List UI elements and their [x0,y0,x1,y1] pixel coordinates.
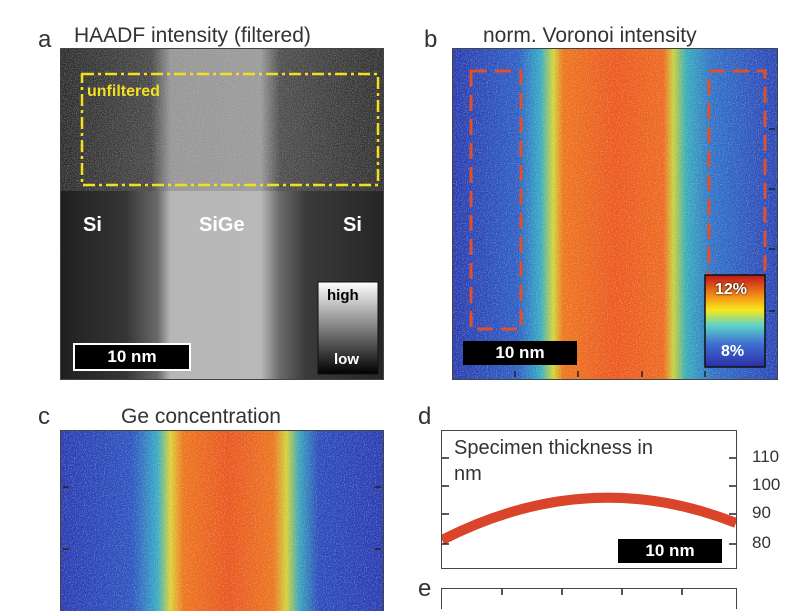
ge-map-svg [61,431,383,611]
panel-d-thickness-plot: Specimen thickness in nm 10 nm [441,430,737,569]
panel-e-letter: e [418,575,432,602]
panel-e-plot [441,588,737,609]
panel-b-scalebar: 10 nm [463,341,577,365]
panel-c-letter: c [38,403,50,430]
panel-a-haadf-image: unfiltered Si SiGe Si high low 10 nm [60,48,384,380]
roi-box-left [469,69,523,331]
colorbar-min-label: 8% [721,343,745,360]
panel-c-title: Ge concentration [121,405,281,428]
voronoi-map-svg [453,49,777,379]
y-tick-80: 80 [752,533,771,552]
unfiltered-region-box [80,72,380,187]
colorbar-high-label: high [327,287,359,304]
panel-c-ge-map [60,430,384,611]
panel-b-letter: b [424,26,438,53]
unfiltered-label: unfiltered [87,83,160,100]
panel-b-title: norm. Voronoi intensity [483,24,697,47]
panel-d-scalebar: 10 nm [618,539,722,563]
region-label-si-right: Si [343,214,362,236]
panel-d-letter: d [418,403,432,430]
panel-e-svg [501,589,683,595]
voronoi-colorbar [704,274,766,368]
panel-a-letter: a [38,26,52,53]
haadf-colorbar [317,281,379,375]
y-tick-90: 90 [752,503,771,522]
panel-a-scalebar: 10 nm [73,343,191,371]
thickness-plot-svg [442,457,736,545]
region-label-sige: SiGe [199,214,245,236]
thickness-title-line2: nm [454,463,482,485]
y-tick-110: 110 [752,447,780,466]
thickness-curve [442,492,736,545]
colorbar-low-label: low [334,351,359,368]
panel-a-title: HAADF intensity (filtered) [74,24,311,47]
y-tick-100: 100 [752,475,781,494]
colorbar-max-label: 12% [715,281,748,298]
haadf-image-svg [61,49,383,379]
region-label-si-left: Si [83,214,102,236]
panel-b-voronoi-map: 12% 8% 10 nm [452,48,778,380]
thickness-title-line1: Specimen thickness in [454,437,653,459]
